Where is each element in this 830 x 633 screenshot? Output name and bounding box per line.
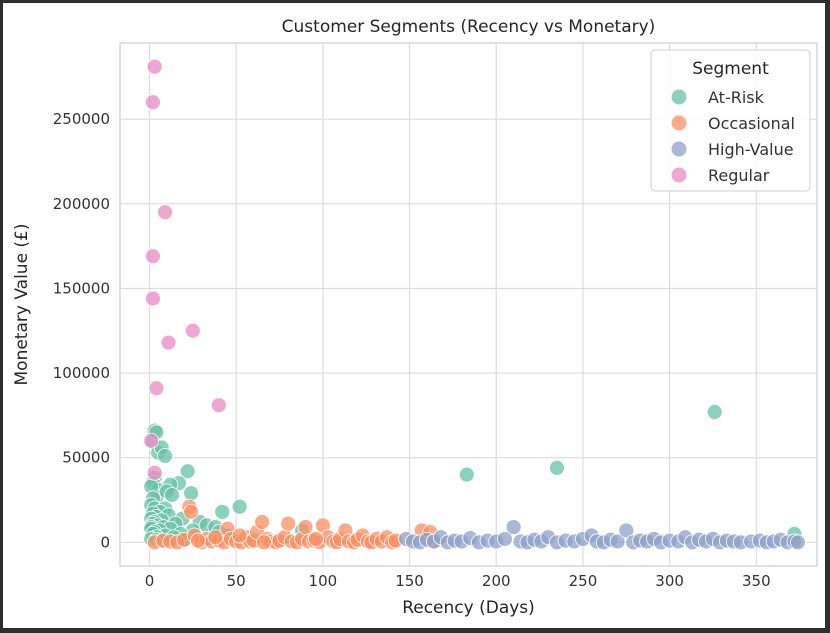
scatter-chart: 0 50 100 150 200 250 300 350 0 50000 100000 150000… xyxy=(12,17,818,618)
chart-title: Customer Segments (Recency vs Monetary) xyxy=(282,17,656,37)
point-occasional xyxy=(183,503,199,520)
legend-title: Segment xyxy=(692,59,769,79)
point-regular xyxy=(145,290,161,307)
point-high-value xyxy=(618,522,635,539)
point-high-value xyxy=(497,531,513,547)
point-at-risk xyxy=(214,503,231,520)
x-tick-label: 0 xyxy=(145,572,155,590)
legend-label-at-risk: At-Risk xyxy=(708,88,765,107)
chart-figure: 0 50 100 150 200 250 300 350 0 50000 100000 150000… xyxy=(3,3,825,628)
legend-label-regular: Regular xyxy=(708,166,770,185)
point-at-risk xyxy=(549,459,565,476)
point-occasional xyxy=(254,514,271,530)
y-tick-label: 150000 xyxy=(53,279,110,297)
point-at-risk xyxy=(458,466,475,483)
point-occasional xyxy=(190,532,206,549)
y-tick-labels: 0 50000 100000 150000 200000 250000 xyxy=(53,110,110,551)
x-tick-label: 200 xyxy=(482,572,511,590)
legend-marker-occasional xyxy=(671,115,687,131)
x-tick-label: 100 xyxy=(309,572,338,590)
legend-items: At-Risk Occasional High-Value Regular xyxy=(671,88,795,185)
point-regular xyxy=(148,380,165,397)
x-tick-label: 150 xyxy=(395,572,424,590)
point-at-risk xyxy=(706,404,723,420)
legend-box xyxy=(650,49,811,192)
y-axis-label: Monetary Value (£) xyxy=(12,223,32,385)
x-tick-label: 50 xyxy=(227,572,246,590)
x-tick-labels: 0 50 100 150 200 250 300 350 xyxy=(145,572,771,590)
x-tick-label: 250 xyxy=(569,572,598,590)
legend-marker-regular xyxy=(671,167,687,183)
point-occasional xyxy=(280,515,297,532)
x-axis-label: Recency (Days) xyxy=(402,598,535,618)
point-at-risk xyxy=(183,485,199,502)
y-tick-label: 200000 xyxy=(53,195,110,213)
legend-label-occasional: Occasional xyxy=(708,114,795,133)
point-regular xyxy=(143,432,160,449)
point-regular xyxy=(145,94,161,111)
point-occasional xyxy=(207,529,224,546)
legend-marker-high-value xyxy=(671,141,687,157)
point-regular xyxy=(146,58,163,75)
point-occasional xyxy=(256,534,272,551)
y-tick-label: 50000 xyxy=(62,449,110,467)
point-regular xyxy=(184,322,201,339)
y-tick-label: 250000 xyxy=(53,110,110,128)
y-tick-label: 100000 xyxy=(53,364,110,382)
point-at-risk xyxy=(231,498,248,515)
point-regular xyxy=(157,204,173,221)
data-points xyxy=(143,58,806,551)
point-occasional xyxy=(308,531,324,547)
point-regular xyxy=(145,248,161,265)
legend-marker-at-risk xyxy=(671,89,687,105)
point-at-risk xyxy=(157,448,173,464)
point-high-value xyxy=(505,519,522,535)
point-at-risk xyxy=(164,487,180,503)
legend-label-high-value: High-Value xyxy=(708,140,794,159)
legend: Segment At-Risk Occasional High-Value Regul… xyxy=(650,49,811,192)
point-regular xyxy=(210,397,227,414)
y-tick-label: 0 xyxy=(100,533,110,551)
point-regular xyxy=(146,465,163,481)
point-occasional xyxy=(297,519,314,535)
point-occasional xyxy=(231,527,248,544)
point-regular xyxy=(160,334,177,351)
x-tick-label: 300 xyxy=(655,572,684,590)
point-high-value xyxy=(609,533,626,550)
point-high-value xyxy=(790,534,806,551)
point-at-risk xyxy=(179,463,196,480)
x-tick-label: 350 xyxy=(742,572,771,590)
